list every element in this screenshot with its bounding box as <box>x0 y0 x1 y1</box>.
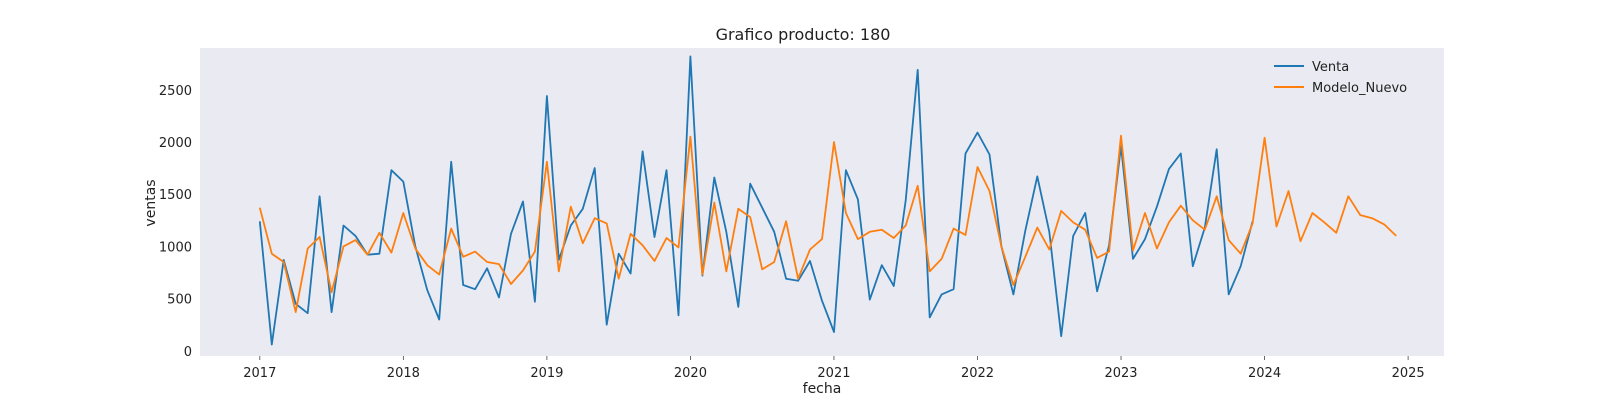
series-line-1 <box>258 134 1397 314</box>
legend-label: Venta <box>1312 60 1349 75</box>
y-tick-label: 0 <box>184 345 192 360</box>
x-tick-label: 2020 <box>674 366 707 381</box>
y-tick-label: 2000 <box>159 136 192 151</box>
series-line-0 <box>258 55 1254 346</box>
y-tick-label: 2500 <box>159 84 192 99</box>
x-axis-label: fecha <box>803 381 842 397</box>
legend-label: Modelo_Nuevo <box>1312 81 1407 96</box>
x-tick-label: 2025 <box>1392 366 1425 381</box>
x-tick-label: 2022 <box>961 366 994 381</box>
x-axis: 2017 2018 2019 2020 2021 2022 2023 2024 2025 <box>243 356 1425 381</box>
y-axis: 0 500 1000 1500 2000 2500 <box>159 84 192 360</box>
x-tick-label: 2024 <box>1248 366 1281 381</box>
x-tick-label: 2019 <box>530 366 563 381</box>
series-lines <box>258 55 1397 346</box>
x-tick-label: 2021 <box>817 366 850 381</box>
y-tick-label: 1000 <box>159 240 192 255</box>
y-axis-label: ventas <box>143 179 159 226</box>
chart-title: Grafico producto: 180 <box>716 25 891 44</box>
y-tick-label: 500 <box>167 293 192 308</box>
x-tick-label: 2023 <box>1104 366 1137 381</box>
x-tick-label: 2018 <box>387 366 420 381</box>
y-tick-label: 1500 <box>159 188 192 203</box>
legend: Venta Modelo_Nuevo <box>1274 60 1407 96</box>
x-tick-label: 2017 <box>243 366 276 381</box>
